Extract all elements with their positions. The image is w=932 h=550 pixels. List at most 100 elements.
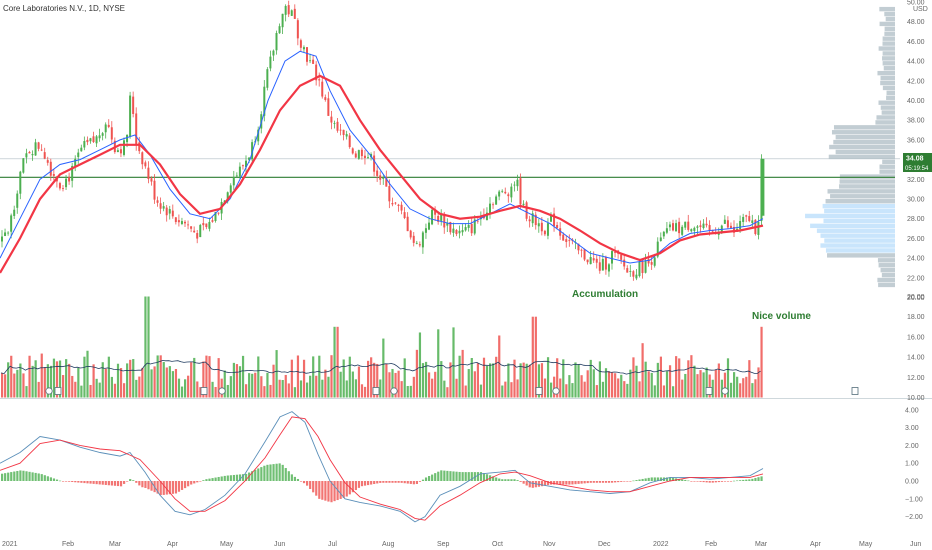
candle-body: [421, 232, 424, 248]
macd-histogram-bar: [321, 481, 324, 500]
volume-bar: [168, 366, 171, 398]
volume-profile-bar: [882, 41, 895, 46]
candle-body: [168, 209, 171, 214]
candle-body: [376, 170, 379, 176]
volume-bar: [4, 374, 7, 398]
macd-histogram-bar: [65, 481, 68, 482]
earnings-marker[interactable]: [535, 387, 543, 395]
volume-bar: [574, 362, 577, 398]
candle-body: [711, 230, 714, 232]
volume-bar: [736, 376, 739, 398]
volume-bar: [321, 379, 324, 398]
volume-bar: [672, 386, 675, 398]
macd-histogram-bar: [760, 476, 763, 481]
volume-bar: [123, 383, 126, 398]
candle-body: [537, 223, 540, 227]
volume-profile-bar: [878, 100, 895, 105]
candle-body: [299, 40, 302, 48]
macd-histogram-bar: [528, 481, 531, 488]
macd-histogram-bar: [714, 481, 717, 483]
macd-histogram-bar: [644, 478, 647, 481]
candle-body: [110, 127, 113, 140]
candle-body: [306, 47, 308, 62]
macd-histogram-bar: [171, 481, 174, 494]
macd-histogram-bar: [580, 481, 583, 484]
volume-bar: [638, 381, 641, 398]
volume-profile-bar: [879, 21, 895, 27]
macd-histogram-bar: [656, 477, 659, 481]
volume-bar: [409, 385, 412, 398]
candle-body: [449, 222, 452, 233]
macd-histogram-bar: [232, 474, 235, 481]
volume-profile-bar: [882, 56, 895, 61]
volume-bar: [312, 356, 315, 398]
macd-histogram-bar: [540, 481, 544, 487]
dividend-marker[interactable]: [552, 387, 560, 395]
candle-body: [348, 135, 351, 148]
macd-histogram-bar: [629, 481, 632, 482]
candle-body: [403, 212, 406, 218]
candle-body: [458, 230, 461, 234]
earnings-marker[interactable]: [705, 387, 713, 395]
candle-body: [614, 252, 617, 253]
volume-profile-bar: [885, 16, 895, 22]
macd-histogram-bar: [263, 465, 266, 481]
macd-histogram-bar: [254, 469, 257, 481]
volume-moving-average: [0, 360, 761, 375]
volume-bar: [449, 362, 452, 398]
volume-bar: [589, 359, 592, 398]
time-tick-label: May: [859, 541, 873, 548]
volume-tick-label: 20.00: [907, 294, 925, 301]
macd-histogram-bar: [638, 479, 641, 481]
volume-profile-bar: [827, 253, 895, 258]
macd-histogram-bar: [424, 477, 428, 481]
macd-histogram-bar: [565, 481, 568, 485]
macd-histogram-bar: [754, 478, 757, 481]
volume-bar: [324, 369, 327, 398]
macd-histogram-bar: [187, 481, 190, 487]
dividend-marker[interactable]: [45, 387, 53, 395]
macd-histogram-bar: [507, 479, 510, 481]
volume-bar: [52, 358, 56, 398]
candle-body: [290, 10, 293, 16]
macd-histogram-bar: [592, 481, 595, 483]
volume-bar: [431, 378, 434, 398]
volume-bar: [367, 360, 370, 398]
volume-profile-bar: [820, 233, 895, 238]
candle-body: [150, 178, 153, 182]
candle-body: [476, 220, 479, 222]
dividend-marker[interactable]: [390, 387, 398, 395]
volume-bar: [345, 380, 348, 398]
price-axis: 20.0022.0024.0026.0028.0030.0032.0034.00…: [907, 0, 925, 302]
volume-bar: [611, 372, 614, 398]
candle-body: [708, 225, 711, 231]
macd-histogram-bar: [113, 481, 117, 486]
volume-profile-bar: [839, 184, 895, 189]
earnings-marker[interactable]: [851, 387, 859, 395]
price-badge-bg: [903, 153, 932, 163]
macd-histogram-bar: [257, 468, 260, 481]
macd-histogram-bar: [28, 471, 31, 481]
volume-profile-bar: [830, 194, 895, 199]
macd-histogram-bar: [702, 481, 705, 483]
volume-bar: [62, 375, 65, 398]
earnings-marker[interactable]: [372, 387, 380, 395]
volume-bar: [19, 363, 22, 398]
dividend-marker[interactable]: [218, 387, 226, 395]
macd-histogram-bar: [333, 481, 336, 502]
macd-histogram-bar: [693, 481, 696, 482]
volume-profile-bar: [875, 120, 895, 125]
candle-body: [388, 186, 391, 202]
time-tick-label: Jul: [328, 541, 337, 548]
volume-bar: [571, 383, 574, 398]
earnings-marker[interactable]: [200, 387, 208, 395]
candle-body: [592, 258, 595, 261]
macd-histogram-bar: [467, 472, 470, 481]
earnings-marker[interactable]: [54, 387, 62, 395]
dividend-marker[interactable]: [721, 387, 729, 395]
volume-bar: [241, 355, 245, 398]
macd-histogram-bar: [95, 481, 98, 485]
candle-body: [662, 231, 665, 237]
candle-body: [147, 167, 150, 180]
candle-body: [193, 230, 196, 233]
